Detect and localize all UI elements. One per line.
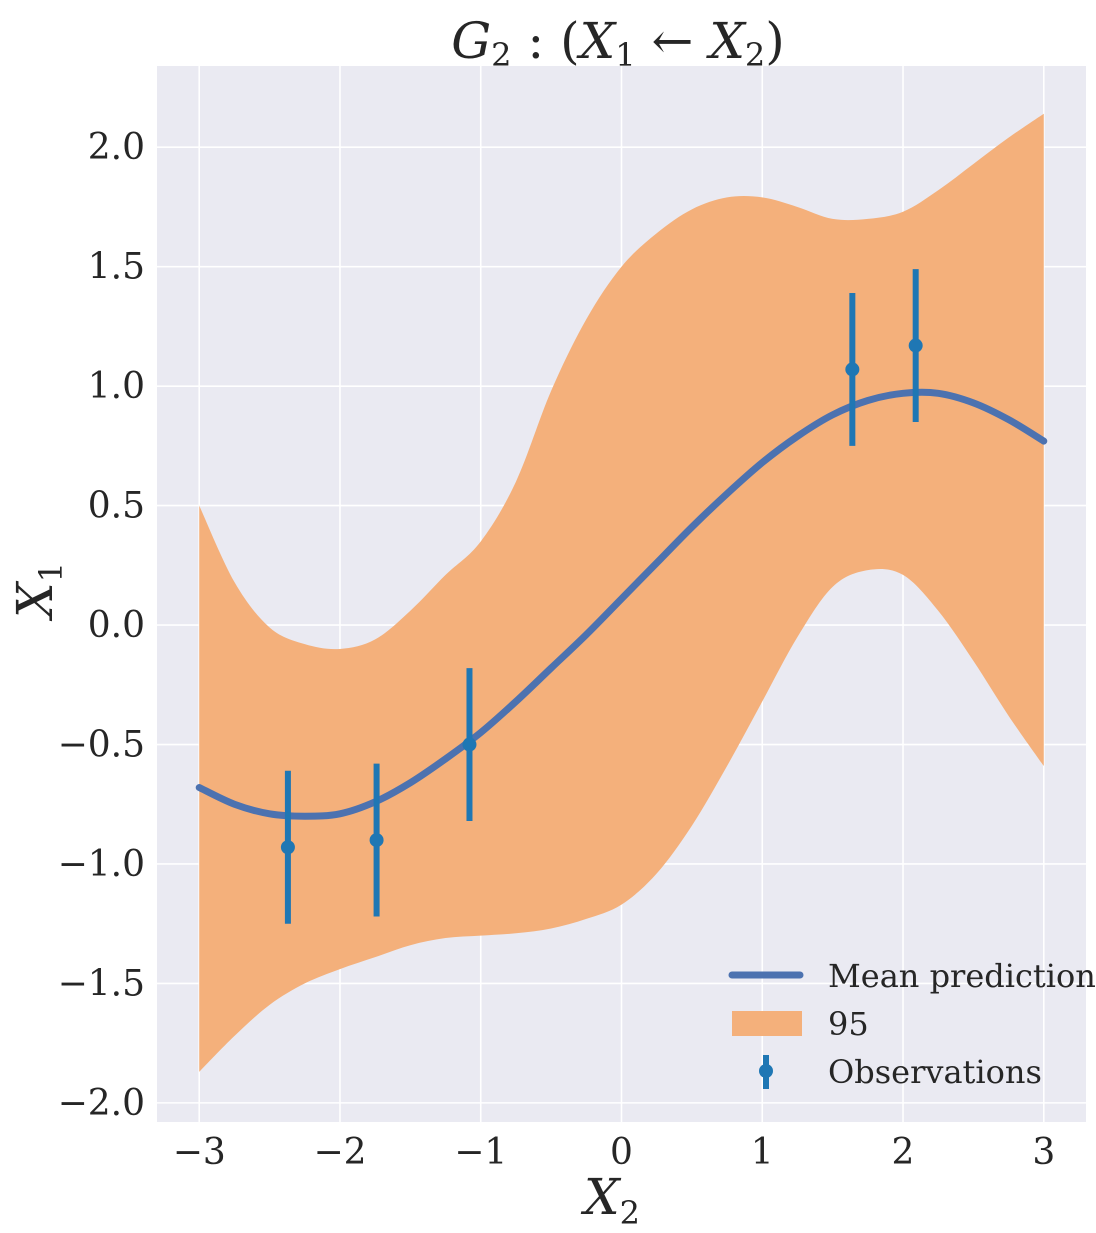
y-tick-label: −1.0 <box>58 844 145 885</box>
y-tick-label: 0.0 <box>88 605 145 646</box>
legend-mean-label: Mean prediction <box>828 957 1096 995</box>
mean-prediction-line <box>195 388 1048 820</box>
legend-observations-marker <box>759 1064 773 1078</box>
x-tick-label: 0 <box>610 1132 633 1173</box>
x-tick-label: −3 <box>173 1132 226 1173</box>
chart-title: G2 : (X1 ← X2) <box>451 12 785 74</box>
y-tick-label: 2.0 <box>88 127 145 168</box>
observation-point <box>280 840 295 855</box>
y-tick-labels: −2.0 −1.5 −1.0 −0.5 0.0 0.5 1.0 1.5 2.0 <box>58 127 145 1124</box>
observation-point <box>369 833 384 848</box>
y-tick-label: −2.0 <box>58 1083 145 1124</box>
mean-prediction-layer <box>195 388 1048 820</box>
confidence-band-layer <box>199 113 1044 1072</box>
y-tick-label: −0.5 <box>58 725 145 766</box>
y-tick-label: 1.0 <box>88 366 145 407</box>
legend: Mean prediction 95 Observations <box>728 957 1096 1091</box>
legend-band-swatch <box>732 1011 802 1036</box>
x-tick-label: 2 <box>892 1132 915 1173</box>
x-tick-label: −1 <box>454 1132 507 1173</box>
legend-band-label: 95 <box>828 1005 869 1043</box>
observations-layer <box>280 269 923 924</box>
x-tick-label: −2 <box>313 1132 366 1173</box>
x-tick-label: 1 <box>751 1132 774 1173</box>
x-tick-labels: −3 −2 −1 0 1 2 3 <box>173 1132 1056 1173</box>
y-tick-label: 1.5 <box>88 247 145 288</box>
observation-point <box>462 737 477 752</box>
x-axis-label: X2 <box>580 1168 640 1232</box>
observation-point <box>908 338 923 353</box>
x-tick-label: 3 <box>1032 1132 1055 1173</box>
y-tick-label: −1.5 <box>58 963 145 1004</box>
observation-point <box>845 362 860 377</box>
legend-observations-label: Observations <box>828 1053 1042 1091</box>
y-axis-label: X1 <box>6 562 70 622</box>
y-tick-label: 0.5 <box>88 486 145 527</box>
confidence-band <box>199 113 1044 1072</box>
